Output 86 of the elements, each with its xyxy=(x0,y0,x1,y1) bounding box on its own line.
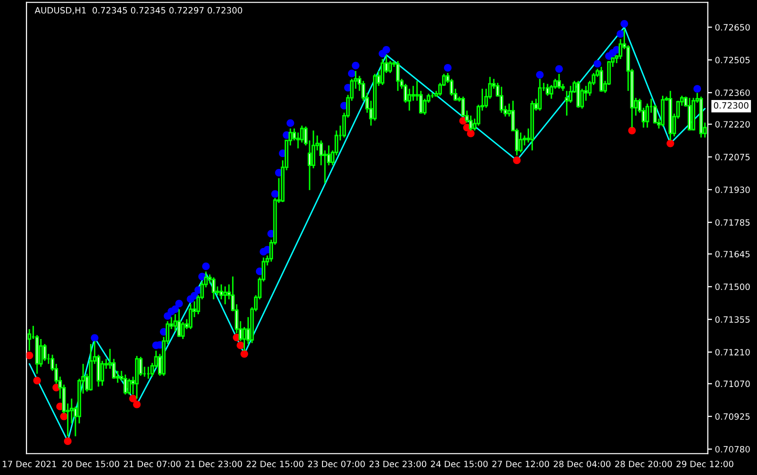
y-tick-label: 0.71210 xyxy=(715,348,750,356)
point xyxy=(382,46,390,54)
point xyxy=(348,70,356,78)
point xyxy=(236,342,244,350)
candlestick xyxy=(576,80,580,108)
y-tick-label: 0.71930 xyxy=(715,186,750,194)
candlestick xyxy=(188,304,192,330)
x-tick-label: 28 Dec 20:00 xyxy=(615,460,672,468)
candlestick xyxy=(538,78,542,112)
point xyxy=(271,190,279,198)
candlestick xyxy=(411,85,416,102)
candlestick xyxy=(408,88,412,112)
candlestick xyxy=(42,343,47,362)
y-tick-label: 0.71785 xyxy=(715,219,750,226)
candlestick xyxy=(518,132,523,154)
point xyxy=(352,62,360,70)
candlestick xyxy=(599,66,604,92)
x-tick-label: 17 Dec 2021 xyxy=(2,460,56,468)
candlestick xyxy=(396,60,400,92)
point xyxy=(555,65,563,73)
candlestick xyxy=(127,378,132,396)
x-tick-label: 28 Dec 04:00 xyxy=(554,460,610,468)
y-tick-label: 0.71500 xyxy=(715,284,750,290)
point xyxy=(286,119,294,127)
candlestick xyxy=(181,321,185,340)
candlestick xyxy=(564,90,569,116)
point xyxy=(240,350,248,358)
point xyxy=(129,394,137,402)
candlestick xyxy=(380,58,384,86)
y-tick-label: 0.70780 xyxy=(715,446,750,453)
point xyxy=(175,300,183,308)
candlestick xyxy=(100,360,104,386)
y-tick-label: 0.72650 xyxy=(715,24,750,31)
x-tick-label: 24 Dec 15:00 xyxy=(430,460,488,468)
x-tick-label: 23 Dec 23:00 xyxy=(370,460,426,468)
text: 0.72300 xyxy=(714,102,748,109)
candlestick xyxy=(688,97,692,132)
point xyxy=(33,376,41,384)
point xyxy=(90,334,98,342)
candlestick xyxy=(28,328,32,352)
point xyxy=(64,437,72,446)
candlestick xyxy=(296,132,300,150)
y-tick-label: 0.70925 xyxy=(715,413,750,420)
candlestick xyxy=(546,83,550,96)
x-tick-label: 21 Dec 07:00 xyxy=(124,460,181,468)
candlestick xyxy=(645,102,650,128)
point xyxy=(616,30,624,38)
point xyxy=(513,156,521,164)
x-tick-label: 20 Dec 15:00 xyxy=(62,460,120,468)
point xyxy=(666,140,674,148)
point xyxy=(466,130,475,138)
y-tick-label: 0.72505 xyxy=(715,56,750,64)
point xyxy=(202,262,210,270)
candlestick xyxy=(500,86,504,114)
point xyxy=(133,400,141,408)
point xyxy=(693,84,702,93)
point xyxy=(171,305,180,314)
point xyxy=(26,352,34,360)
point xyxy=(536,70,544,79)
y-tick-label: 0.71355 xyxy=(715,316,750,323)
y-tick-label: 0.72075 xyxy=(715,154,750,160)
x-tick-label: 21 Dec 23:00 xyxy=(185,460,242,468)
candlestick xyxy=(39,338,43,368)
point xyxy=(620,20,628,28)
candlestick xyxy=(123,374,128,396)
candlestick xyxy=(223,286,227,305)
y-tick-label: 0.72220 xyxy=(715,121,750,128)
candlestick xyxy=(242,326,246,352)
candlestick xyxy=(388,60,392,74)
point xyxy=(628,126,636,134)
x-tick-label: 23 Dec 07:00 xyxy=(308,460,365,468)
point xyxy=(594,60,602,68)
candlestick xyxy=(212,276,216,300)
x-tick-label: 27 Dec 12:00 xyxy=(492,460,550,468)
candlestick xyxy=(422,98,427,116)
candlestick xyxy=(468,114,473,132)
point xyxy=(444,64,452,72)
y-tick-label: 0.72360 xyxy=(715,90,750,96)
x-tick-label: 22 Dec 15:00 xyxy=(246,460,304,468)
candlestick xyxy=(557,73,561,90)
candlestick xyxy=(177,308,181,338)
y-tick-label: 0.71070 xyxy=(715,380,750,388)
y-tick-label: 0.71645 xyxy=(715,250,750,258)
point xyxy=(60,412,68,420)
chart-title: AUDUSD,H1 0.72345 0.72345 0.72297 0.72300 xyxy=(34,7,242,14)
x-tick-label: 29 Dec 12:00 xyxy=(676,460,734,468)
